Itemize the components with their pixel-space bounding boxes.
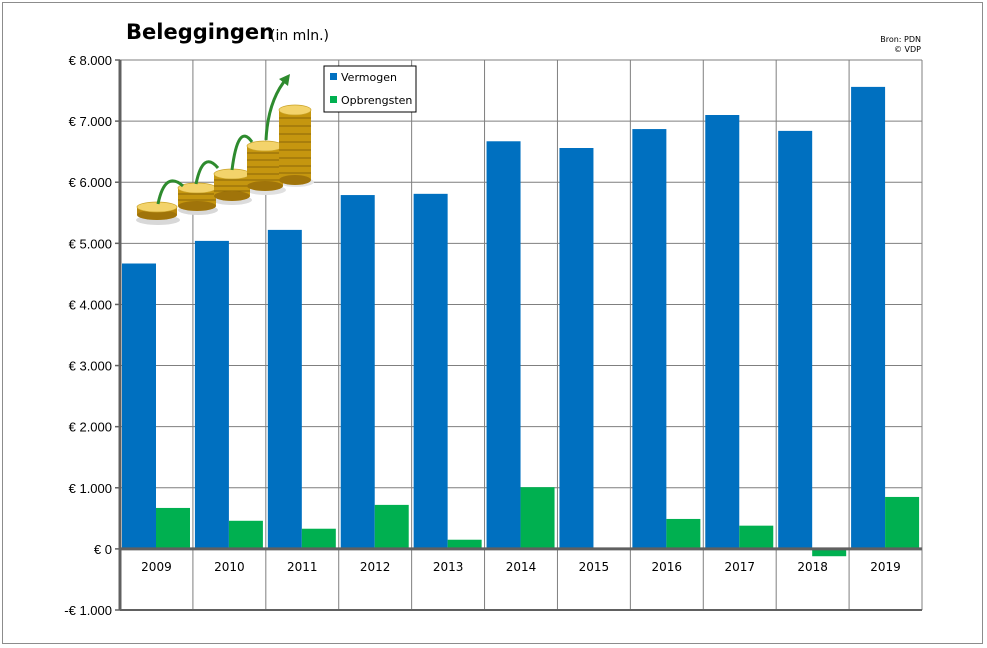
bar-vermogen-2011 (267, 229, 302, 549)
x-tick-label-2014: 2014 (506, 560, 537, 574)
bar-vermogen-2018 (778, 130, 813, 549)
y-tick-label: € 3.000 (69, 359, 112, 374)
x-tick-label-2019: 2019 (870, 560, 901, 574)
y-tick-label: -€ 1.000 (64, 603, 112, 618)
coin-stack-2 (177, 182, 217, 211)
bar-vermogen-2014 (486, 141, 521, 549)
source-line-1: Bron: PDN (880, 35, 921, 44)
coin-stacks-growth-arrow-icon (136, 74, 314, 225)
x-tick-label-2009: 2009 (141, 560, 172, 574)
x-tick-label-2010: 2010 (214, 560, 245, 574)
arrow-head (279, 74, 290, 86)
bar-opbrengsten-2012 (374, 504, 409, 549)
bar-vermogen-2012 (340, 195, 375, 549)
bar-vermogen-2013 (413, 193, 448, 549)
legend-swatch-opbrengsten (330, 96, 337, 103)
y-tick-label: € 0 (94, 542, 112, 557)
x-tick-label-2012: 2012 (360, 560, 391, 574)
bar-vermogen-2017 (705, 115, 740, 549)
coin-stack-5 (278, 104, 312, 185)
legend-swatch-vermogen (330, 73, 337, 80)
bar-opbrengsten-2011 (301, 528, 336, 549)
x-tick-label-2016: 2016 (652, 560, 683, 574)
legend-label-opbrengsten: Opbrengsten (341, 94, 412, 107)
coin-stack-4 (246, 140, 284, 191)
y-tick-label: € 2.000 (69, 420, 112, 435)
coin-stack-1 (136, 201, 178, 220)
bar-vermogen-2016 (632, 129, 667, 549)
coin-stack-3 (213, 168, 251, 201)
legend: Vermogen Opbrengsten (323, 65, 417, 113)
x-tick-label-2017: 2017 (724, 560, 755, 574)
y-tick-label: € 4.000 (69, 297, 112, 312)
legend-box (323, 65, 417, 113)
source-note: Bron: PDN © VDP (880, 35, 921, 55)
chart-title: Beleggingen (126, 20, 275, 44)
x-tick-label-2018: 2018 (797, 560, 828, 574)
x-tick-label-2013: 2013 (433, 560, 464, 574)
bar-vermogen-2019 (851, 86, 886, 549)
bar-opbrengsten-2017 (739, 525, 774, 549)
legend-label-vermogen: Vermogen (341, 71, 397, 84)
x-tick-label-2015: 2015 (579, 560, 610, 574)
y-tick-label: € 5.000 (69, 236, 112, 251)
bar-vermogen-2010 (194, 240, 229, 549)
bar-vermogen-2009 (122, 263, 156, 549)
y-tick-label: € 6.000 (69, 175, 112, 190)
bar-opbrengsten-2019 (885, 496, 920, 549)
bars (122, 86, 920, 557)
bar-opbrengsten-2010 (228, 520, 263, 549)
x-tick-label-2011: 2011 (287, 560, 318, 574)
bar-opbrengsten-2018 (812, 548, 847, 557)
axes: € 8.000 € 7.000 € 6.000 € 5.000 € 4.000 € 3.0… (64, 53, 922, 618)
y-tick-label: € 1.000 (69, 481, 112, 496)
y-tick-label: € 7.000 (69, 114, 112, 129)
bar-opbrengsten-2013 (447, 539, 482, 549)
bar-opbrengsten-2016 (666, 518, 701, 549)
chart-subtitle: (in mln.) (270, 28, 329, 44)
source-line-2: © VDP (894, 45, 921, 54)
bar-vermogen-2015 (559, 148, 594, 549)
bar-opbrengsten-2014 (520, 487, 555, 549)
y-tick-label: € 8.000 (69, 53, 112, 68)
bar-opbrengsten-2009 (156, 507, 190, 549)
growth-arrow (156, 77, 289, 205)
